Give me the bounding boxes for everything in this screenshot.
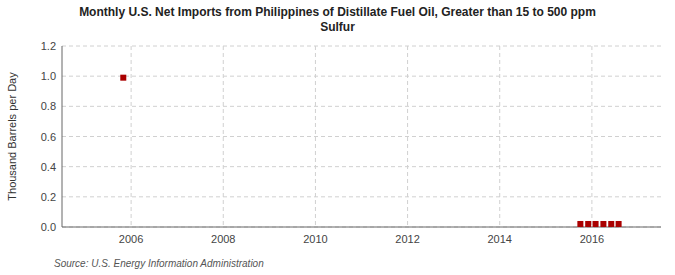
axes: 0.0 0.2 0.4 0.6 0.8 1.0 1.2 2006 2008 2010 2012 201… [41,40,661,245]
grid-line [223,46,224,227]
title: Monthly U.S. Net Imports from Philippine… [79,5,596,34]
grid-line [62,46,661,47]
tick-label: 2012 [395,233,419,245]
y-axis-line [62,46,63,227]
points [120,75,621,227]
x-axis-line [62,227,661,228]
grid-line [62,136,661,137]
tick-label: 1.2 [41,40,56,52]
grid-line [62,166,661,167]
grid-line [499,46,500,227]
source: Source: U.S. Energy Information Administ… [54,258,264,269]
tick-label: 2008 [211,233,235,245]
point [608,221,614,227]
point [616,221,622,227]
grid-line [591,46,592,227]
grid-line [62,76,661,77]
point [120,75,126,81]
point [593,221,599,227]
grid-line [62,196,661,197]
y-axis-label: Thousand Barrels per Day [6,72,18,201]
tick-label: 0.4 [41,161,56,173]
tick-label: 0.8 [41,100,56,112]
tick-label: 2014 [487,233,511,245]
grid-line [315,46,316,227]
grid-line [62,227,661,228]
point [577,221,583,227]
tick-label: 0.2 [41,191,56,203]
point [585,221,591,227]
tick-label: 0.0 [41,221,56,233]
grid-line [407,46,408,227]
tick-label: 1.0 [41,70,56,82]
grid-line [62,106,661,107]
chart: Monthly U.S. Net Imports from Philippine… [0,0,675,275]
tick-label: 2010 [303,233,327,245]
tick-label: 2006 [119,233,143,245]
point [600,221,606,227]
tick-label: 2016 [580,233,604,245]
grid [62,46,661,227]
tick-label: 0.6 [41,131,56,143]
grid-line [131,46,132,227]
